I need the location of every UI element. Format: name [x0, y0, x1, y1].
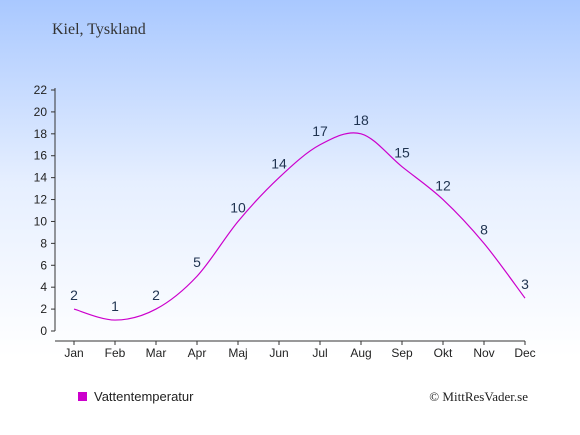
- y-tick-label: 14: [34, 171, 48, 185]
- x-ticks: Jan Feb Mar Apr Maj Jun Jul Aug Sep Okt Nov Dec: [64, 341, 536, 360]
- y-tick-label: 2: [40, 302, 47, 316]
- x-tick-label: Jul: [312, 346, 327, 360]
- y-tick-label: 6: [40, 258, 47, 272]
- x-tick-label: Sep: [391, 346, 413, 360]
- data-label: 10: [230, 199, 246, 215]
- legend-swatch: [78, 392, 87, 401]
- x-tick-label: Jun: [269, 346, 288, 360]
- y-tick-label: 18: [34, 127, 48, 141]
- data-label: 2: [152, 287, 160, 303]
- data-label: 17: [312, 123, 328, 139]
- data-label: 14: [271, 156, 287, 172]
- x-tick-label: Maj: [228, 346, 247, 360]
- data-label: 12: [435, 178, 451, 194]
- credit-text: © MittResVader.se: [429, 389, 528, 404]
- x-tick-label: Nov: [473, 346, 494, 360]
- y-ticks: 0 2 4 6 8 10 12 14 16 18 20 22: [34, 83, 55, 338]
- y-tick-label: 10: [34, 214, 48, 228]
- x-tick-label: Aug: [350, 346, 371, 360]
- y-tick-label: 8: [40, 236, 47, 250]
- data-label: 1: [111, 298, 119, 314]
- legend: Vattentemperatur: [78, 389, 193, 404]
- x-tick-label: Mar: [146, 346, 167, 360]
- y-tick-label: 12: [34, 193, 48, 207]
- data-label: 3: [521, 276, 529, 292]
- data-label: 18: [353, 112, 369, 128]
- data-label: 8: [480, 221, 488, 237]
- y-tick-label: 16: [34, 149, 48, 163]
- data-label: 2: [70, 287, 78, 303]
- x-tick-label: Okt: [434, 346, 453, 360]
- y-tick-label: 0: [40, 324, 47, 338]
- chart-title: Kiel, Tyskland: [52, 21, 146, 38]
- y-tick-label: 22: [34, 83, 48, 97]
- series-line-vattentemperatur: [73, 132, 526, 321]
- x-tick-label: Dec: [514, 346, 535, 360]
- data-label: 5: [193, 254, 201, 270]
- data-label: 15: [394, 145, 410, 161]
- x-tick-label: Apr: [188, 346, 207, 360]
- y-tick-label: 20: [34, 105, 48, 119]
- y-tick-label: 4: [40, 280, 47, 294]
- x-tick-label: Feb: [105, 346, 126, 360]
- legend-label: Vattentemperatur: [94, 389, 194, 404]
- x-tick-label: Jan: [64, 346, 83, 360]
